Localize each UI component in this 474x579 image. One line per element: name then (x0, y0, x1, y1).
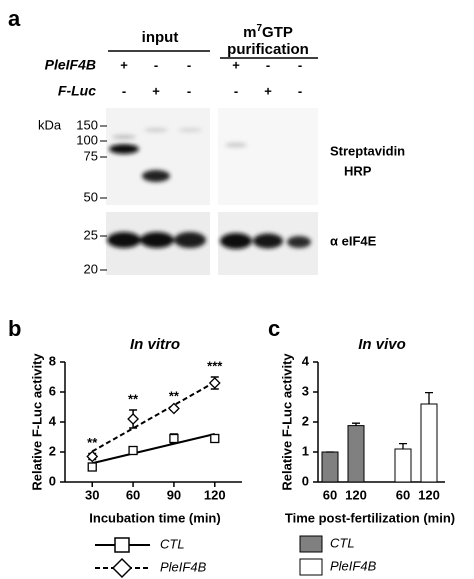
lane-sign: - (298, 57, 302, 72)
input-header: input (142, 29, 179, 46)
trend-line (91, 433, 216, 465)
chart-title: In vitro (130, 336, 180, 353)
y-tick-label: 8 (49, 353, 56, 368)
lane-sign: - (187, 83, 191, 98)
kda-marker: 50 (84, 189, 98, 204)
bar (420, 403, 438, 483)
y-tick-label: 2 (49, 443, 56, 458)
legend-swatch (299, 535, 323, 553)
blot-label: α eIF4E (330, 233, 377, 248)
x-tick-label: 120 (345, 487, 367, 502)
x-tick-label: 90 (167, 487, 181, 502)
y-axis-label: Relative F-Luc activity (279, 353, 294, 491)
legend-label: CTL (330, 535, 355, 550)
lane-sign: + (232, 57, 240, 72)
y-tick-label: 0 (302, 473, 309, 488)
point (168, 402, 180, 415)
point (87, 462, 97, 472)
point (208, 377, 221, 389)
y-tick-label: 0 (49, 473, 56, 488)
row-label: PleIF4B (45, 57, 96, 73)
x-tick-label: 120 (204, 487, 226, 502)
bar (394, 448, 412, 483)
error-bar (425, 391, 433, 404)
x-tick-label: 60 (323, 487, 337, 502)
kda-marker: 20 (84, 261, 98, 276)
lane-sign: + (120, 57, 128, 72)
x-tick-label: 120 (418, 487, 440, 502)
panel-label: a (8, 6, 21, 31)
y-tick-label: 4 (302, 353, 310, 368)
y-tick-label: 2 (302, 413, 309, 428)
point (169, 433, 179, 444)
lane-sign: + (152, 83, 160, 98)
significance: ** (128, 391, 139, 406)
panel-label: b (8, 316, 21, 341)
lane-sign: - (298, 83, 302, 98)
chart-title: In vivo (358, 336, 406, 353)
blot-images (106, 108, 318, 275)
lane-sign: - (266, 57, 270, 72)
purification-header: m7GTP (243, 23, 293, 41)
kda-marker: 25 (84, 227, 98, 242)
y-axis-label: Relative F-Luc activity (29, 353, 44, 491)
significance: ** (169, 388, 180, 403)
bar (347, 425, 365, 483)
point (210, 433, 220, 444)
significance: ** (87, 435, 98, 450)
error-bar (399, 442, 407, 449)
legend-label: PleIF4B (330, 558, 377, 573)
kda-unit: kDa (38, 117, 62, 132)
x-axis-label: Time post-fertilization (min) (285, 510, 455, 525)
legend-label: CTL (160, 536, 185, 551)
point (127, 413, 139, 425)
row-label: F-Luc (58, 83, 96, 99)
point (128, 445, 138, 456)
x-tick-label: 30 (85, 487, 99, 502)
point (86, 450, 99, 463)
bands (107, 128, 311, 249)
lane-sign: - (234, 83, 238, 98)
significance: *** (207, 358, 223, 373)
purification-header: purification (227, 41, 309, 58)
lane-sign: - (187, 57, 191, 72)
bar (321, 451, 339, 483)
kda-marker: 75 (84, 148, 98, 163)
lane-sign: - (154, 57, 158, 72)
blot-image (218, 108, 318, 205)
y-tick-label: 6 (49, 383, 56, 398)
legend-label: PleIF4B (160, 559, 207, 574)
error-bar (352, 422, 360, 426)
y-tick-label: 4 (49, 413, 57, 428)
blot-label: Streptavidin (330, 143, 405, 158)
kda-marker: 100 (76, 132, 98, 147)
legend-swatch (299, 558, 323, 576)
x-tick-label: 60 (396, 487, 410, 502)
x-axis-label: Incubation time (min) (89, 510, 220, 525)
blot-image (106, 108, 210, 205)
x-tick-label: 60 (126, 487, 140, 502)
blot-label: HRP (344, 163, 372, 178)
lane-sign: - (122, 83, 126, 98)
trend-line (91, 381, 216, 453)
y-tick-label: 3 (302, 383, 309, 398)
kda-marker: 150 (76, 117, 98, 132)
panel-label: c (268, 316, 280, 341)
legend-marker (111, 557, 133, 579)
y-tick-label: 1 (302, 443, 309, 458)
lane-sign: + (264, 83, 272, 98)
legend-marker (114, 537, 130, 553)
